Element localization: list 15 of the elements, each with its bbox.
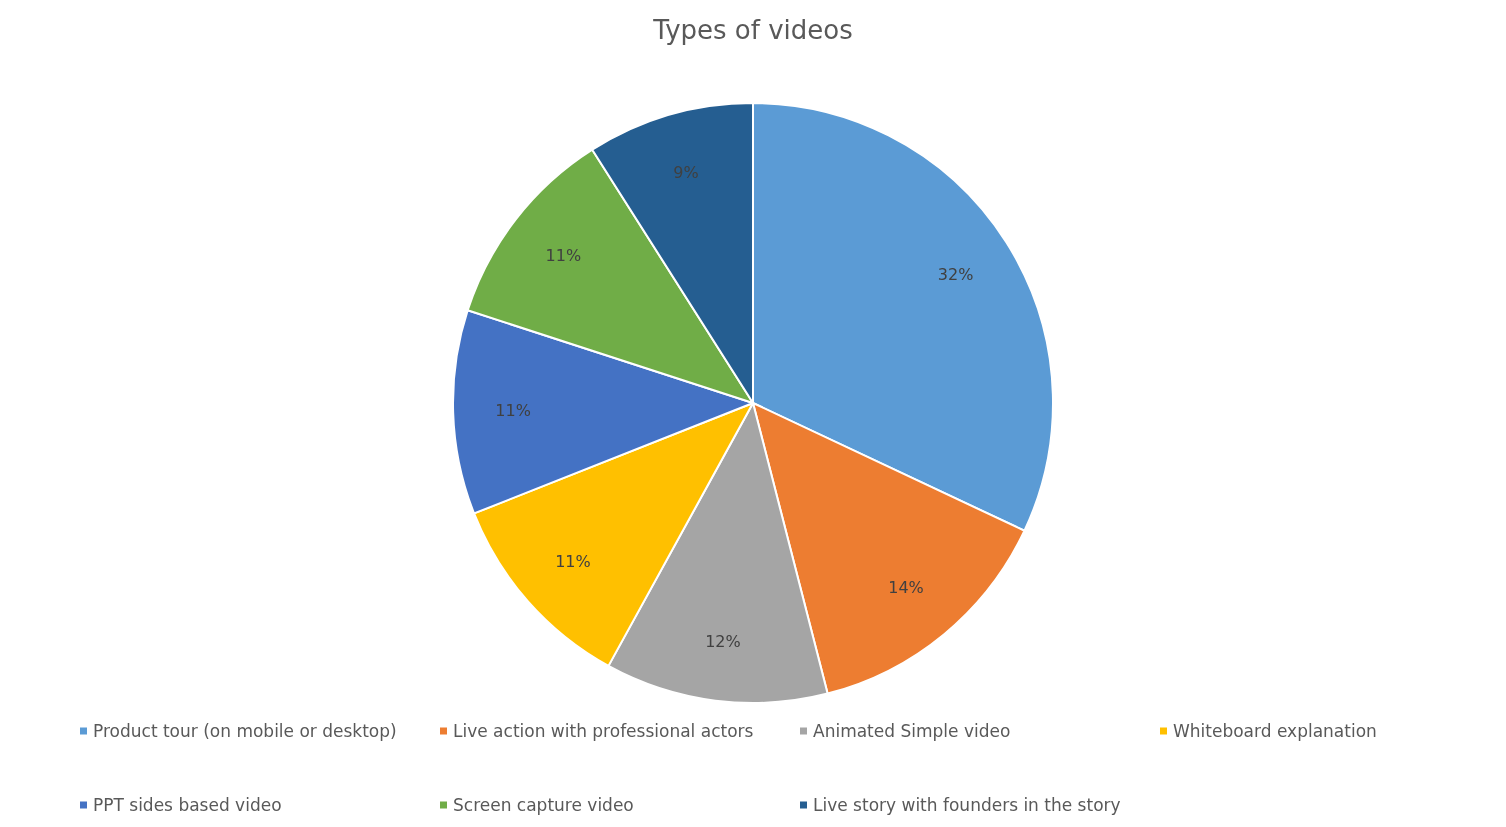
data-label: 12% — [705, 631, 741, 651]
legend-label: Screen capture video — [453, 795, 634, 815]
data-label: 11% — [555, 552, 591, 572]
data-label: 9% — [673, 163, 699, 183]
data-label: 11% — [545, 246, 582, 266]
legend-label: Whiteboard explanation — [1173, 721, 1377, 741]
legend-label: Live story with founders in the story — [813, 795, 1121, 815]
legend-label: Live action with professional actors — [453, 721, 754, 741]
data-label: 11% — [495, 401, 531, 421]
legend-label: PPT sides based video — [93, 795, 282, 815]
data-label: 32% — [937, 264, 974, 284]
chart-title: Types of videos — [652, 15, 853, 45]
legend-label: Animated Simple video — [813, 721, 1011, 741]
data-label: 14% — [888, 578, 924, 598]
legend-label: Product tour (on mobile or desktop) — [93, 721, 397, 741]
